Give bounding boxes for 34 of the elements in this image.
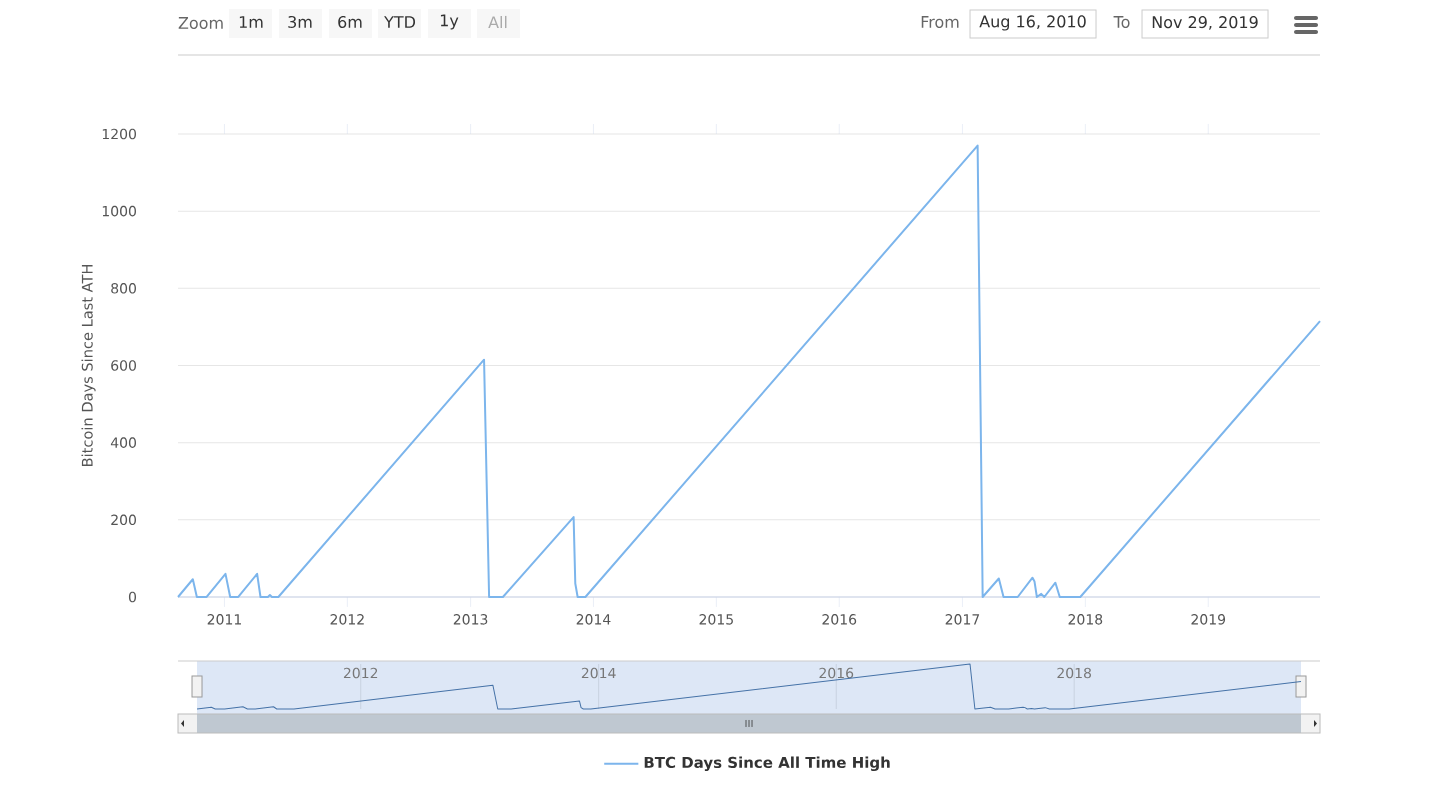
text: All <box>488 15 507 29</box>
text: 1m <box>239 16 263 28</box>
x-tick-label: 2016 <box>822 614 857 625</box>
y-tick-label: 800 <box>111 283 136 294</box>
text: YTD <box>384 16 416 28</box>
y-tick-label: 0 <box>128 591 137 603</box>
x-tick-label: 2017 <box>945 614 980 625</box>
text: 1y <box>440 14 459 30</box>
x-tick-label: 2011 <box>207 614 241 625</box>
text: Aug 16, 2010 <box>979 15 1086 31</box>
y-axis-title: Bitcoin Days Since Last ATH <box>81 265 96 466</box>
x-tick-label: 2015 <box>699 614 733 625</box>
text: To <box>1113 16 1130 28</box>
y-tick-label: 200 <box>111 514 136 526</box>
y-tick-label: 1200 <box>102 128 136 140</box>
legend-label: BTC Days Since All Time High <box>644 756 890 772</box>
x-tick-label: 2018 <box>1068 614 1103 625</box>
x-tick-label: 2012 <box>330 614 364 625</box>
x-tick-label: 2014 <box>581 667 616 679</box>
x-tick-label: 2013 <box>453 614 488 625</box>
x-tick-label: 2016 <box>819 667 854 679</box>
text: 6m <box>338 15 362 29</box>
x-tick-label: 2019 <box>1191 614 1226 625</box>
text: From <box>921 16 959 28</box>
line-series <box>177 144 1322 598</box>
text: Zoom <box>178 17 223 29</box>
y-tick-label: 400 <box>110 437 136 448</box>
y-tick-label: 1000 <box>102 205 136 217</box>
text: 3m <box>288 15 312 29</box>
text: Nov 29, 2019 <box>1152 16 1258 30</box>
x-tick-label: 2012 <box>343 667 378 679</box>
x-tick-label: 2018 <box>1057 667 1091 679</box>
x-tick-label: 2014 <box>576 614 611 625</box>
y-tick-label: 600 <box>111 360 136 371</box>
